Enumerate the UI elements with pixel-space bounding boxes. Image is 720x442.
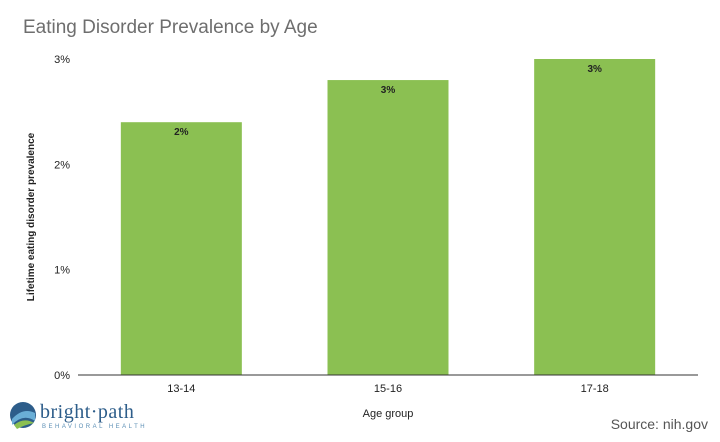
y-tick-label: 3%	[54, 54, 70, 66]
logo-emblem-icon	[10, 402, 36, 429]
x-tick-label: 17-18	[581, 383, 609, 395]
data-label: 3%	[381, 85, 396, 96]
bright-path-logo: bright·path BEHAVIORAL HEALTH	[8, 399, 145, 435]
chart-title: Eating Disorder Prevalence by Age	[23, 17, 318, 38]
data-label: 2%	[174, 127, 189, 138]
bar	[534, 59, 656, 375]
bar	[120, 122, 242, 375]
source-note: Source: nih.gov	[610, 416, 708, 432]
data-label: 3%	[587, 64, 602, 75]
bar	[327, 80, 449, 376]
y-tick-label: 2%	[54, 159, 70, 171]
y-tick-label: 0%	[54, 370, 70, 382]
x-tick-label: 13-14	[167, 383, 195, 395]
x-axis-title: Age group	[363, 408, 414, 420]
y-axis-title: Lifetime eating disorder prevalence	[26, 132, 37, 301]
x-tick-label: 15-16	[374, 383, 402, 395]
logo-tagline: BEHAVIORAL HEALTH	[42, 424, 148, 430]
logo-wordmark: bright·path	[40, 401, 135, 423]
y-tick-label: 1%	[54, 265, 70, 277]
